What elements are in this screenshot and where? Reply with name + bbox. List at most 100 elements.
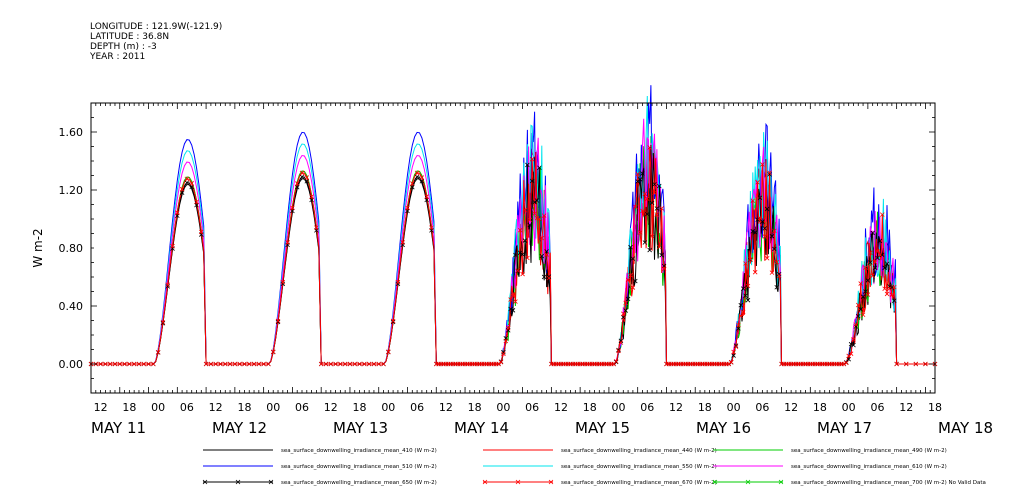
series-marker: [894, 361, 899, 367]
series-marker: [189, 181, 194, 186]
series-marker: [107, 361, 113, 367]
series-marker: [853, 324, 859, 329]
series-marker: [740, 309, 746, 315]
series-marker: [621, 311, 626, 317]
series-marker: [647, 145, 652, 150]
series-marker: [510, 293, 516, 299]
series-marker: [740, 286, 746, 291]
series-marker: [541, 274, 547, 280]
series-marker: [333, 361, 338, 367]
series-marker: [290, 205, 295, 211]
series-marker: [395, 281, 401, 287]
series-marker: [776, 271, 782, 277]
y-axis-labels: 0.00 0.40 0.80 1.20 1.60: [59, 126, 84, 371]
series-marker: [424, 197, 429, 203]
series-marker: [654, 206, 660, 211]
x-hour-label: 18: [237, 401, 251, 414]
series-line: [91, 145, 935, 365]
series-marker: [772, 246, 777, 252]
series-marker: [872, 265, 878, 271]
series-marker: [860, 294, 866, 299]
x-axis-labels: 12 18 00 06 12 18 00 06 12 18 00 06 12 18 00 06 12 18 00 06…: [91, 401, 993, 437]
series-marker: [414, 170, 420, 176]
series-marker: [762, 226, 768, 231]
series-marker: [304, 175, 310, 180]
year-text: YEAR : 2011: [90, 52, 146, 62]
series-marker: [546, 275, 552, 281]
series-marker: [841, 361, 847, 367]
series-marker: [213, 361, 218, 367]
series-marker: [875, 255, 880, 261]
series-marker: [637, 177, 643, 182]
series-marker: [863, 265, 868, 270]
x-hour-label: 12: [209, 401, 223, 414]
series-marker: [731, 349, 736, 355]
series-marker: [390, 319, 396, 325]
series-marker: [649, 233, 655, 239]
x-hour-label: 18: [813, 401, 827, 414]
series-marker: [517, 250, 523, 256]
legend-label: sea_surface_downwelling_irradiance_mean_…: [561, 480, 717, 486]
series-marker: [285, 240, 290, 245]
x-hour-label: 06: [870, 401, 884, 414]
series-marker: [184, 176, 190, 182]
series-marker: [767, 172, 772, 177]
series-marker: [630, 256, 636, 261]
x-hour-label: 06: [410, 401, 424, 414]
series-marker: [508, 306, 513, 312]
series-marker: [656, 244, 662, 250]
series-marker: [347, 361, 353, 367]
series-marker: [342, 361, 348, 367]
series-marker: [623, 300, 628, 306]
series-marker: [647, 247, 652, 253]
longitude-text: LONGITUDE : 121.9W(-121.9): [90, 22, 223, 32]
x-hour-label: 00: [151, 401, 165, 414]
series-marker: [517, 227, 523, 233]
series-marker: [635, 171, 640, 177]
series-marker: [371, 361, 377, 367]
x-hour-label: 18: [468, 401, 482, 414]
series-marker: [314, 225, 319, 230]
y-tick-label: 1.60: [59, 126, 84, 139]
y-tick-label: 0.40: [59, 300, 84, 313]
depth-text: DEPTH (m) : -3: [90, 42, 157, 52]
series-marker: [733, 343, 739, 348]
series-marker: [338, 361, 343, 367]
series-marker: [294, 184, 300, 190]
series-marker: [513, 252, 518, 258]
series-marker: [855, 302, 861, 308]
series-marker: [275, 319, 281, 325]
series-marker: [769, 233, 775, 239]
series-marker: [860, 312, 866, 318]
series-marker: [141, 361, 147, 367]
series-marker: [208, 361, 214, 367]
x-date-label: MAY 11: [91, 419, 146, 437]
series-marker: [299, 174, 305, 180]
series-marker: [532, 199, 537, 205]
series-marker: [867, 250, 873, 256]
series-marker: [846, 356, 851, 362]
x-hour-label: 06: [180, 401, 194, 414]
x-hour-label: 00: [496, 401, 510, 414]
series-marker: [525, 162, 530, 168]
plot-frame: [90, 102, 936, 394]
series-line: [91, 95, 935, 365]
series-marker: [170, 243, 175, 249]
series-marker: [505, 325, 511, 331]
x-hour-label: 06: [525, 401, 539, 414]
series-marker: [400, 240, 405, 245]
legend-label: sea_surface_downwelling_irradiance_mean_…: [281, 448, 437, 454]
series-marker: [752, 269, 758, 275]
x-hour-label: 12: [439, 401, 453, 414]
x-date-label: MAY 12: [212, 419, 267, 437]
series-marker: [386, 349, 391, 355]
series-marker: [870, 273, 875, 278]
series-marker: [642, 240, 648, 245]
series-marker: [136, 361, 142, 367]
legend-label: sea_surface_downwelling_irradiance_mean_…: [791, 480, 986, 486]
series-marker: [757, 195, 763, 201]
series-marker: [882, 265, 887, 271]
legend-marker: [745, 479, 751, 485]
legend-label: sea_surface_downwelling_irradiance_mean_…: [561, 464, 717, 470]
series-marker: [323, 361, 329, 367]
